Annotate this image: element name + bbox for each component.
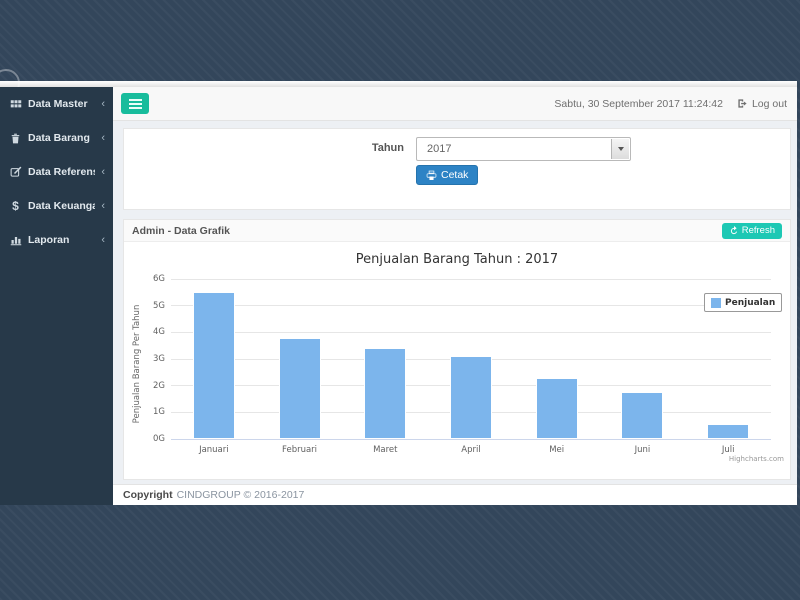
sidebar-item-label: Data Referensi — [28, 166, 96, 178]
bar-juni[interactable] — [621, 392, 664, 439]
sidebar-toggle-button[interactable] — [121, 93, 149, 114]
x-tick-label: Juni — [634, 445, 651, 455]
chevron-left-icon: ‹ — [101, 234, 105, 246]
grid-icon — [9, 98, 22, 110]
bar-chart-icon — [9, 234, 22, 246]
sidebar-item-laporan[interactable]: Laporan ‹ — [0, 223, 113, 257]
sign-out-icon — [737, 98, 748, 109]
footer: Copyright CINDGROUP © 2016-2017 — [113, 484, 797, 505]
bar-mei[interactable] — [535, 377, 578, 439]
main-area: Sabtu, 30 September 2017 11:24:42 Log ou… — [113, 87, 797, 505]
datetime-text: Sabtu, 30 September 2017 11:24:42 — [554, 97, 723, 110]
filter-panel: Tahun 2017 Cetak — [123, 128, 791, 210]
year-label: Tahun — [371, 142, 404, 154]
plot-area: 0G 1G 2G 3G 4G 5G 6G Januari Februari Maret April M… — [153, 274, 771, 455]
x-tick-label: Februari — [282, 445, 318, 455]
bar-januari[interactable] — [192, 292, 235, 439]
year-select[interactable]: 2017 — [416, 137, 631, 161]
chart-title: Penjualan Barang Tahun : 2017 — [355, 252, 559, 267]
window-top-strip — [0, 81, 797, 87]
print-button[interactable]: Cetak — [416, 165, 479, 185]
y-tick-label: 2G — [153, 380, 165, 391]
sidebar-item-data-barang[interactable]: Data Barang ‹ — [0, 121, 113, 155]
x-tick-label: Maret — [373, 445, 398, 455]
y-tick-label: 5G — [153, 300, 165, 311]
bar-maret[interactable] — [364, 348, 407, 439]
copyright-label: Copyright — [123, 489, 173, 501]
gridline — [171, 278, 771, 280]
logout-label: Log out — [751, 97, 787, 110]
sidebar-item-data-keuangan[interactable]: $ Data Keuangan ‹ — [0, 189, 113, 223]
gridline — [171, 305, 771, 307]
sidebar-menu: Data Master ‹ Data Barang ‹ Data Referensi ‹ $… — [0, 87, 113, 257]
chart-legend[interactable]: Penjualan — [704, 293, 783, 312]
app-window: Data Master ‹ Data Barang ‹ Data Referensi ‹ $… — [0, 69, 797, 505]
chevron-down-icon — [611, 139, 629, 159]
refresh-button-label: Refresh — [741, 225, 775, 236]
dollar-icon: $ — [12, 199, 19, 213]
sidebar-item-data-master[interactable]: Data Master ‹ — [0, 87, 113, 121]
panel-title: Admin - Data Grafik — [132, 224, 231, 237]
highcharts-credits[interactable]: Highcharts.com — [728, 455, 784, 463]
chevron-left-icon: ‹ — [101, 200, 105, 212]
x-tick-label: Januari — [199, 445, 229, 455]
copyright-text: CINDGROUP © 2016-2017 — [176, 489, 305, 501]
y-tick-label: 1G — [153, 407, 165, 418]
content-area: Tahun 2017 Cetak Admin - Data Grafik — [113, 121, 797, 485]
bar-juli[interactable] — [707, 424, 750, 439]
gridline — [171, 331, 771, 333]
sidebar-item-data-referensi[interactable]: Data Referensi ‹ — [0, 155, 113, 189]
y-tick-label: 0G — [153, 434, 165, 444]
sidebar-item-label: Data Master — [28, 98, 88, 110]
print-button-label: Cetak — [441, 169, 469, 181]
y-tick-label: 4G — [153, 327, 165, 338]
edit-icon — [9, 166, 22, 178]
sidebar-item-label: Data Keuangan — [28, 200, 96, 212]
bar-februari[interactable] — [278, 337, 321, 439]
legend-label: Penjualan — [725, 297, 776, 308]
grafik-panel-body: Penjualan Barang Tahun : 2017 Penjualan … — [124, 242, 790, 479]
y-tick-label: 6G — [153, 274, 165, 284]
chevron-left-icon: ‹ — [101, 166, 105, 178]
bar-april[interactable] — [450, 356, 492, 439]
refresh-icon — [729, 225, 739, 236]
printer-icon — [426, 170, 437, 181]
chevron-left-icon: ‹ — [101, 98, 105, 110]
bar-chart: Penjualan Barang Tahun : 2017 Penjualan … — [124, 242, 790, 479]
legend-swatch — [711, 297, 721, 308]
grafik-panel: Admin - Data Grafik Refresh Penjualan Ba… — [123, 219, 791, 480]
sidebar: Data Master ‹ Data Barang ‹ Data Referensi ‹ $… — [0, 87, 113, 505]
logout-link[interactable]: Log out — [737, 98, 787, 110]
trash-icon — [9, 133, 22, 144]
topnav-right: Sabtu, 30 September 2017 11:24:42 Log ou… — [554, 98, 787, 110]
sidebar-item-label: Data Barang — [28, 132, 90, 144]
sidebar-item-label: Laporan — [28, 234, 70, 246]
chevron-left-icon: ‹ — [101, 132, 105, 144]
x-tick-label: Juli — [721, 445, 735, 455]
y-tick-label: 3G — [153, 354, 165, 364]
top-navbar: Sabtu, 30 September 2017 11:24:42 Log ou… — [113, 87, 797, 121]
x-tick-label: Mei — [549, 445, 565, 455]
x-tick-label: April — [461, 445, 481, 455]
grafik-panel-header: Admin - Data Grafik Refresh — [124, 220, 790, 242]
refresh-button[interactable]: Refresh — [721, 222, 782, 239]
year-select-value: 2017 — [427, 143, 452, 155]
